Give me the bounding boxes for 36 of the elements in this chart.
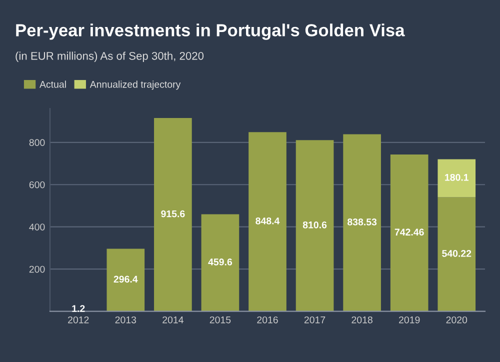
y-tick-label: 200 <box>29 266 45 273</box>
x-tick-label: 2019 <box>399 316 420 324</box>
bar <box>438 159 476 198</box>
data-label: 915.6 <box>161 210 185 218</box>
chart-title: Per-year investments in Portugal's Golden Visa <box>16 24 405 40</box>
x-tick-label: 2012 <box>68 316 89 324</box>
data-label: 1.2 <box>72 305 85 312</box>
bar <box>201 214 240 312</box>
bar <box>390 154 428 312</box>
data-label: 838.53 <box>348 218 377 226</box>
data-label: 810.6 <box>302 221 327 228</box>
data-label: 540.22 <box>442 250 472 257</box>
data-label: 459.6 <box>208 258 232 266</box>
data-label: 848.4 <box>256 217 280 224</box>
data-label: 180.1 <box>445 174 469 181</box>
y-tick-label: 600 <box>29 181 45 188</box>
data-label: 296.4 <box>114 276 138 283</box>
x-tick-label: 2020 <box>446 316 468 324</box>
legend-label: Annualized trajectory <box>90 80 181 90</box>
y-tick-label: 800 <box>29 139 45 146</box>
x-tick-label: 2013 <box>115 316 136 324</box>
x-tick-label: 2017 <box>304 316 326 324</box>
bar <box>106 248 145 312</box>
chart-subtitle: (in EUR millions) As of Sep 30th, 2020 <box>16 52 204 62</box>
x-tick-label: 2014 <box>162 316 184 324</box>
x-tick-label: 2015 <box>210 316 231 324</box>
bar <box>154 118 192 312</box>
bar <box>248 132 286 312</box>
y-tick-label: 400 <box>29 224 45 230</box>
bar <box>343 134 381 312</box>
bar <box>296 140 334 312</box>
data-label: 742.46 <box>394 228 424 236</box>
legend-label: Actual <box>40 80 66 88</box>
bar <box>438 197 476 312</box>
x-tick-label: 2016 <box>257 316 278 324</box>
x-tick-label: 2018 <box>352 316 372 324</box>
